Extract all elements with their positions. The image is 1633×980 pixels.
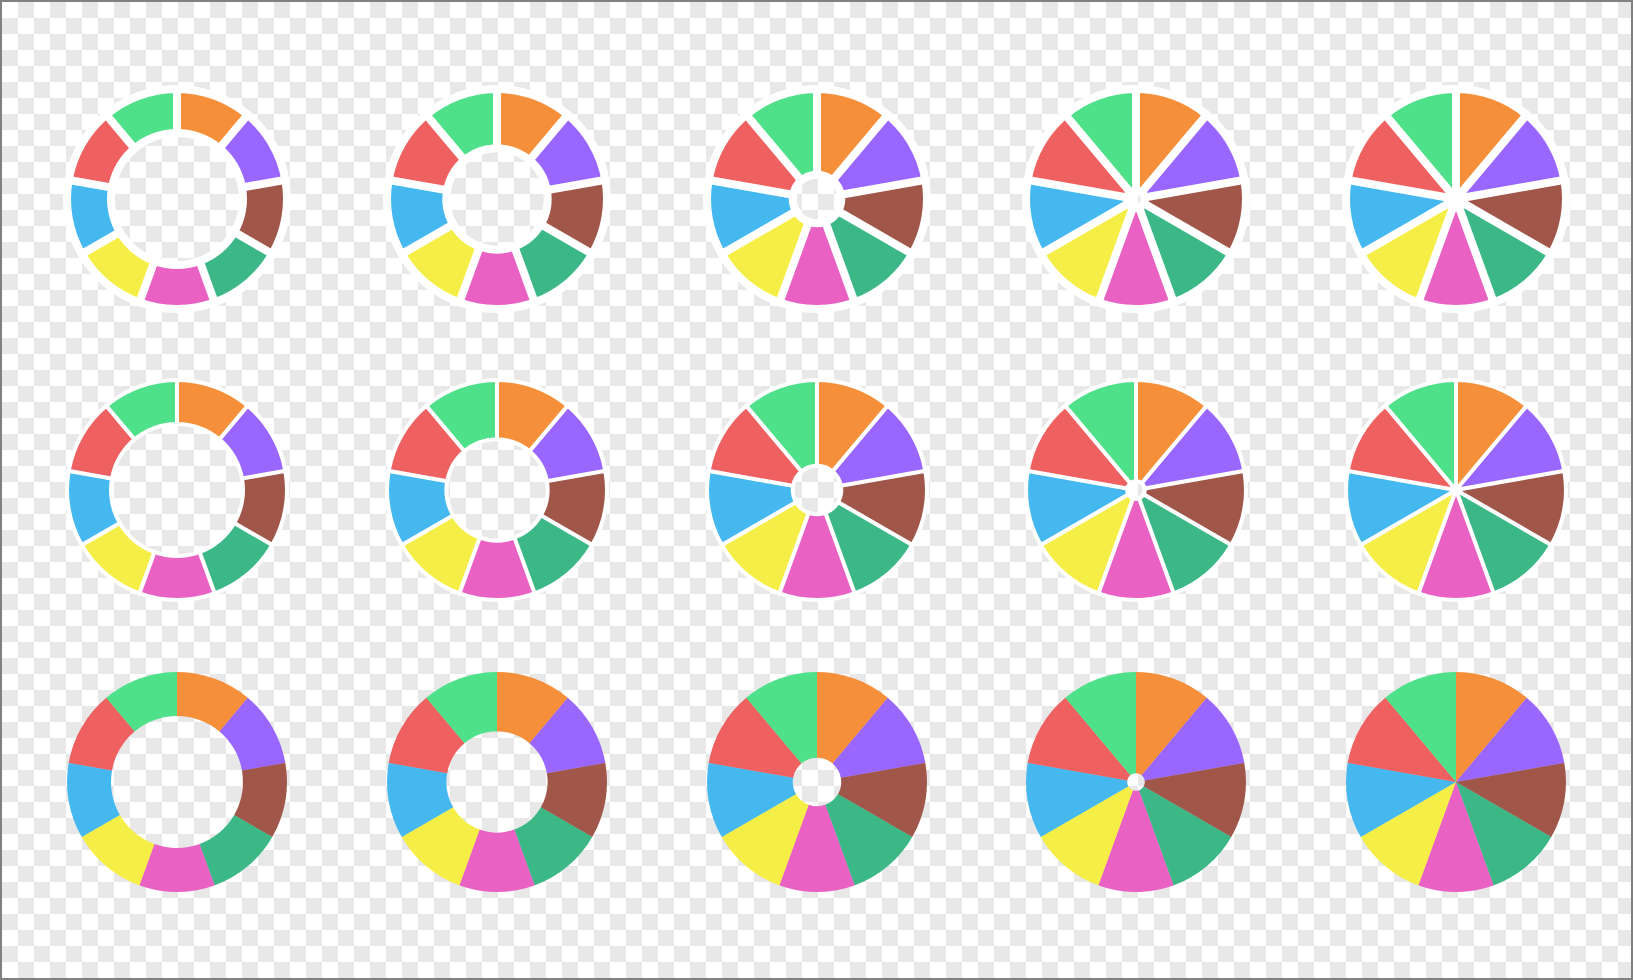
donut-chart	[1021, 667, 1251, 897]
donut-chart	[62, 375, 292, 605]
donut-chart	[1021, 84, 1251, 314]
donut-chart	[382, 375, 612, 605]
chart-grid-canvas	[0, 0, 1633, 980]
pie-chart	[1341, 667, 1571, 897]
donut-chart	[702, 84, 932, 314]
donut-chart	[382, 84, 612, 314]
donut-chart	[1021, 375, 1251, 605]
donut-chart	[62, 84, 292, 314]
donut-chart	[702, 375, 932, 605]
chart-row-2	[62, 375, 1571, 605]
donut-chart	[702, 667, 932, 897]
pie-chart	[1341, 84, 1571, 314]
donut-chart	[382, 667, 612, 897]
donut-chart	[62, 667, 292, 897]
chart-row-3	[62, 667, 1571, 897]
pie-chart	[1341, 375, 1571, 605]
chart-row-1	[62, 84, 1571, 314]
